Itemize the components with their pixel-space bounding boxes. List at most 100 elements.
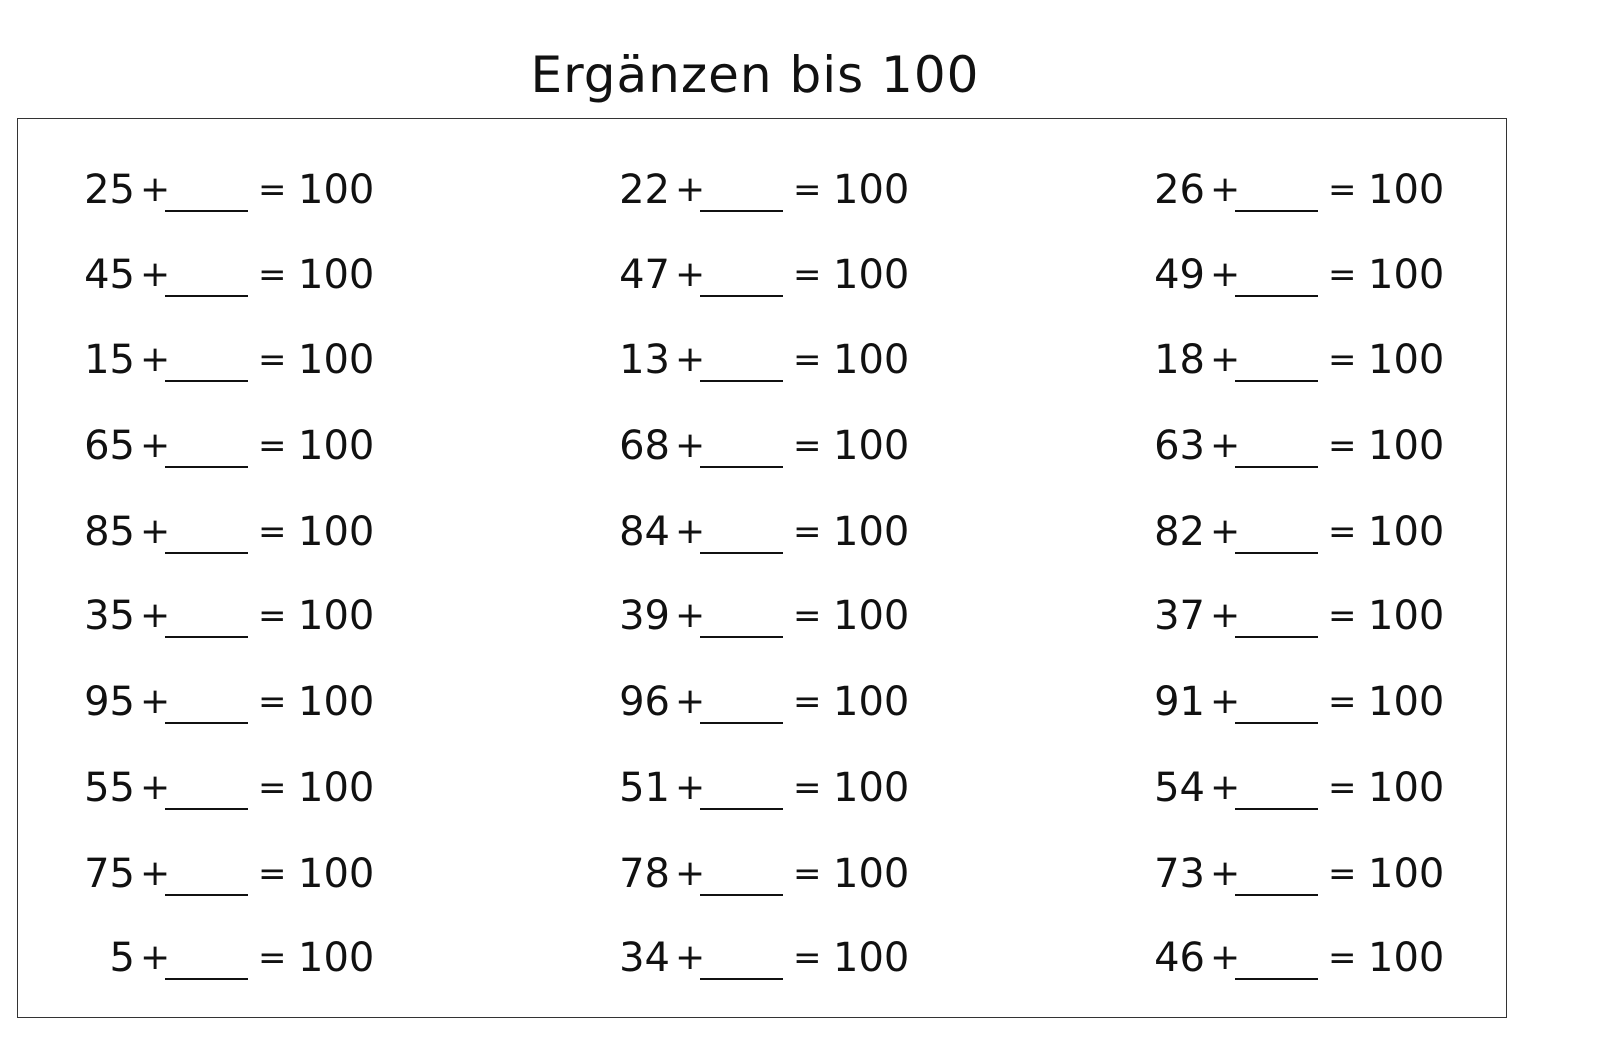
equals-sign: = <box>793 768 822 808</box>
answer-blank[interactable] <box>700 722 783 724</box>
answer-blank[interactable] <box>165 894 248 896</box>
answer-blank[interactable] <box>165 636 248 638</box>
target-sum: 100 <box>1368 679 1445 725</box>
answer-blank[interactable] <box>1235 210 1318 212</box>
problem-item: 54 + = 100 <box>1070 763 1470 813</box>
answer-blank[interactable] <box>1235 295 1318 297</box>
problem-item: 49 + = 100 <box>1070 250 1470 300</box>
addend: 78 <box>619 851 670 897</box>
problem-item: 95 + = 100 <box>0 677 400 727</box>
equals-sign: = <box>258 170 287 210</box>
problem-item: 5 + = 100 <box>0 933 400 983</box>
addend: 37 <box>1154 593 1205 639</box>
answer-blank[interactable] <box>1235 466 1318 468</box>
plus-sign: + <box>675 339 706 380</box>
equals-sign: = <box>258 938 287 978</box>
addend: 73 <box>1154 851 1205 897</box>
addend: 55 <box>84 765 135 811</box>
answer-blank[interactable] <box>1235 722 1318 724</box>
equals-sign: = <box>793 512 822 552</box>
answer-blank[interactable] <box>165 295 248 297</box>
equals-sign: = <box>1328 170 1357 210</box>
problem-item: 22 + = 100 <box>535 165 935 215</box>
target-sum: 100 <box>833 851 910 897</box>
answer-blank[interactable] <box>165 808 248 810</box>
plus-sign: + <box>1210 681 1241 722</box>
target-sum: 100 <box>1368 423 1445 469</box>
equals-sign: = <box>793 854 822 894</box>
answer-blank[interactable] <box>700 894 783 896</box>
target-sum: 100 <box>1368 509 1445 555</box>
answer-blank[interactable] <box>1235 978 1318 980</box>
answer-blank[interactable] <box>700 466 783 468</box>
plus-sign: + <box>140 169 171 210</box>
answer-blank[interactable] <box>165 722 248 724</box>
target-sum: 100 <box>1368 337 1445 383</box>
plus-sign: + <box>140 767 171 808</box>
problem-item: 51 + = 100 <box>535 763 935 813</box>
equals-sign: = <box>258 682 287 722</box>
problem-item: 35 + = 100 <box>0 591 400 641</box>
problem-item: 68 + = 100 <box>535 421 935 471</box>
answer-blank[interactable] <box>700 636 783 638</box>
equals-sign: = <box>258 596 287 636</box>
equals-sign: = <box>1328 768 1357 808</box>
addend: 51 <box>619 765 670 811</box>
plus-sign: + <box>675 937 706 978</box>
plus-sign: + <box>140 681 171 722</box>
target-sum: 100 <box>833 593 910 639</box>
target-sum: 100 <box>1368 765 1445 811</box>
answer-blank[interactable] <box>700 978 783 980</box>
answer-blank[interactable] <box>1235 552 1318 554</box>
addend: 46 <box>1154 935 1205 981</box>
target-sum: 100 <box>833 679 910 725</box>
target-sum: 100 <box>298 509 375 555</box>
answer-blank[interactable] <box>165 978 248 980</box>
problem-item: 46 + = 100 <box>1070 933 1470 983</box>
plus-sign: + <box>1210 937 1241 978</box>
problem-item: 47 + = 100 <box>535 250 935 300</box>
answer-blank[interactable] <box>1235 380 1318 382</box>
plus-sign: + <box>1210 425 1241 466</box>
answer-blank[interactable] <box>165 210 248 212</box>
answer-blank[interactable] <box>700 295 783 297</box>
addend: 47 <box>619 252 670 298</box>
target-sum: 100 <box>298 765 375 811</box>
equals-sign: = <box>258 854 287 894</box>
equals-sign: = <box>1328 854 1357 894</box>
addend: 65 <box>84 423 135 469</box>
addend: 39 <box>619 593 670 639</box>
target-sum: 100 <box>298 679 375 725</box>
plus-sign: + <box>675 595 706 636</box>
answer-blank[interactable] <box>1235 636 1318 638</box>
answer-blank[interactable] <box>165 552 248 554</box>
addend: 95 <box>84 679 135 725</box>
equals-sign: = <box>1328 682 1357 722</box>
answer-blank[interactable] <box>700 210 783 212</box>
answer-blank[interactable] <box>700 552 783 554</box>
problem-item: 37 + = 100 <box>1070 591 1470 641</box>
plus-sign: + <box>1210 254 1241 295</box>
target-sum: 100 <box>1368 167 1445 213</box>
addend: 91 <box>1154 679 1205 725</box>
equals-sign: = <box>1328 340 1357 380</box>
addend: 96 <box>619 679 670 725</box>
plus-sign: + <box>675 169 706 210</box>
equals-sign: = <box>258 768 287 808</box>
problem-item: 78 + = 100 <box>535 849 935 899</box>
target-sum: 100 <box>298 167 375 213</box>
answer-blank[interactable] <box>700 380 783 382</box>
addend: 54 <box>1154 765 1205 811</box>
addend: 26 <box>1154 167 1205 213</box>
answer-blank[interactable] <box>165 380 248 382</box>
target-sum: 100 <box>298 337 375 383</box>
problem-item: 18 + = 100 <box>1070 335 1470 385</box>
answer-blank[interactable] <box>700 808 783 810</box>
answer-blank[interactable] <box>165 466 248 468</box>
addend: 85 <box>84 509 135 555</box>
problem-item: 75 + = 100 <box>0 849 400 899</box>
target-sum: 100 <box>1368 593 1445 639</box>
answer-blank[interactable] <box>1235 894 1318 896</box>
plus-sign: + <box>1210 169 1241 210</box>
answer-blank[interactable] <box>1235 808 1318 810</box>
